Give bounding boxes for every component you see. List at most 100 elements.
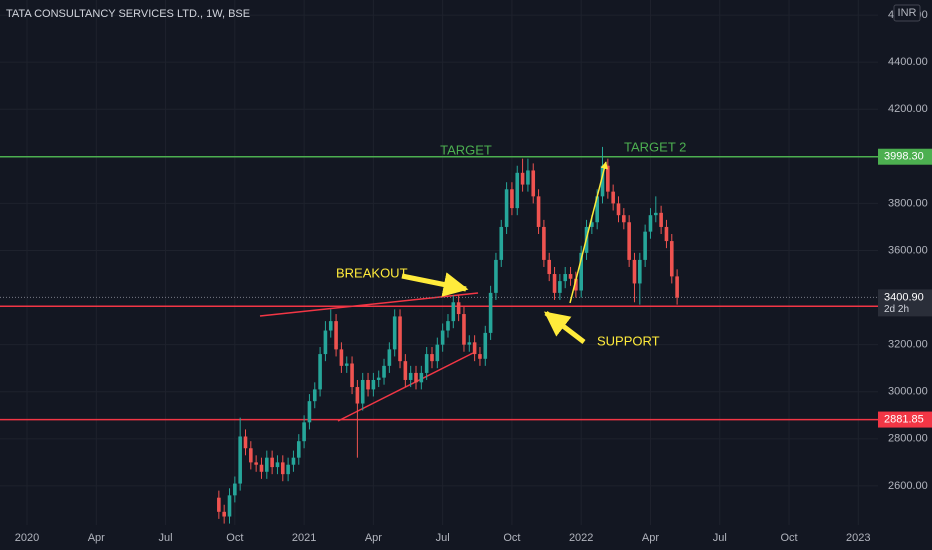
candle-body: [222, 511, 226, 517]
candle-body: [419, 372, 424, 383]
candle-body: [478, 354, 482, 359]
y-tick-label: 3600.00: [888, 244, 928, 256]
arrow: [401, 272, 469, 297]
x-tick-label: Jul: [159, 532, 173, 544]
candle-body: [536, 196, 541, 227]
candle-body: [451, 302, 456, 322]
candle-body: [488, 292, 493, 333]
candle-body: [664, 226, 669, 242]
y-tick-label: 2800.00: [888, 433, 928, 445]
candle-body: [312, 389, 317, 402]
y-tick-label: 4200.00: [888, 103, 928, 115]
candle-body: [328, 321, 333, 331]
candle-body: [265, 457, 269, 472]
candle-body: [600, 165, 605, 197]
candle-body: [653, 212, 658, 216]
level-badge: [878, 411, 932, 428]
x-tick-label: Jul: [713, 532, 727, 544]
candle-body: [366, 379, 370, 390]
candle-body: [574, 278, 578, 291]
candle-body: [611, 191, 615, 204]
level-badge: [878, 148, 932, 165]
candle-body: [632, 259, 637, 284]
x-tick-label: Apr: [88, 532, 105, 544]
trendline: [259, 292, 479, 317]
x-tick-label: Apr: [365, 532, 382, 544]
candle-body: [568, 274, 573, 279]
arrow: [569, 161, 608, 304]
candle-body: [510, 189, 514, 209]
candle-body: [403, 361, 408, 380]
currency-label: INR: [898, 7, 917, 19]
candle-body: [243, 436, 248, 449]
last-price-badge: [878, 289, 932, 317]
candle-body: [360, 379, 365, 404]
y-tick-label: 3000.00: [888, 386, 928, 398]
candle-body: [318, 354, 322, 390]
currency-badge: [893, 4, 921, 22]
candle-body: [291, 457, 296, 465]
candle-body: [392, 316, 397, 350]
candle-body: [398, 316, 402, 362]
candle-body: [371, 379, 376, 390]
candle-body: [579, 252, 583, 291]
candle-body: [387, 349, 392, 366]
candle-body: [675, 276, 679, 298]
candle-body: [296, 441, 301, 458]
x-tick-label: 2020: [15, 532, 39, 544]
candle-body: [275, 462, 280, 468]
x-tick-label: Apr: [642, 532, 659, 544]
candle-body: [259, 464, 264, 472]
candle-body: [552, 274, 557, 293]
x-tick-label: 2021: [292, 532, 316, 544]
plot: [0, 146, 878, 524]
x-tick-label: Jul: [436, 532, 450, 544]
candle-body: [302, 422, 306, 442]
candle-body: [270, 457, 274, 468]
candle-body: [254, 462, 258, 465]
candle-body: [382, 365, 386, 378]
last-price-label: 3400.90: [884, 291, 924, 303]
candle-body: [334, 321, 338, 350]
candle-body: [648, 215, 653, 232]
x-tick-label: Oct: [780, 532, 797, 544]
candle-body: [595, 196, 599, 223]
axes: 2600.00 2800.00 3000.00 3200.00 3600.00 3800.…: [15, 4, 932, 544]
annotation: SUPPORT: [597, 333, 660, 348]
candle-body: [217, 497, 221, 512]
candle-body: [323, 330, 328, 355]
candle-body: [643, 231, 647, 260]
x-tick-label: Oct: [226, 532, 243, 544]
candle-body: [515, 172, 520, 209]
candle-body: [606, 165, 610, 192]
countdown-label: 2d 2h: [884, 304, 909, 315]
annotation: TARGET 2: [624, 139, 686, 154]
level-label: 3998.30: [884, 151, 924, 163]
candle-body: [467, 342, 472, 345]
candle-body: [376, 377, 381, 380]
candle-body: [659, 212, 663, 227]
candle-body: [424, 354, 429, 373]
candle-body: [440, 330, 445, 345]
y-tick-label: 2600.00: [888, 480, 928, 492]
candle-body: [542, 226, 546, 260]
candle-body: [622, 215, 626, 223]
candle-body: [526, 170, 530, 185]
y-tick-label: 3200.00: [888, 339, 928, 351]
candle-body: [408, 372, 413, 380]
candle-body: [494, 259, 498, 293]
candle-body: [280, 462, 285, 475]
candle-body: [547, 259, 552, 275]
price-axis: [878, 0, 932, 550]
candle-body: [414, 372, 418, 383]
candle-body: [344, 363, 349, 366]
candle-body: [227, 495, 232, 517]
candle-body: [307, 401, 312, 423]
level-label: 2881.85: [884, 413, 924, 425]
candle-body: [520, 172, 525, 185]
x-tick-label: Oct: [503, 532, 520, 544]
candle-body: [446, 321, 450, 331]
candle-body: [339, 349, 344, 366]
